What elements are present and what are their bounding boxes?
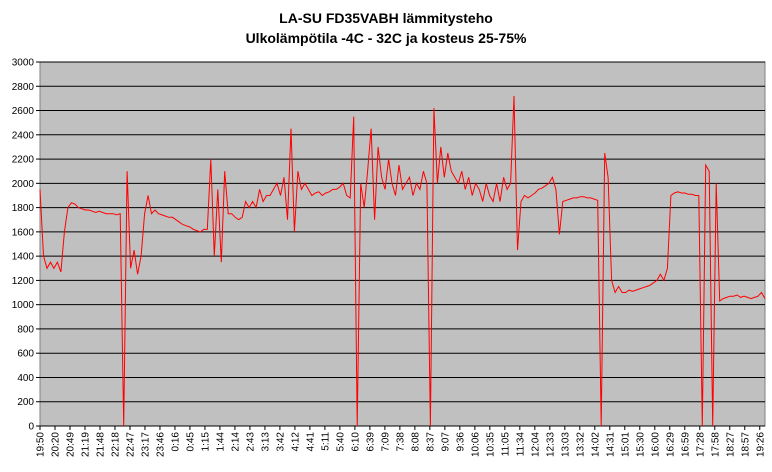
- x-tick-label: 16:59: [680, 432, 691, 457]
- x-tick-label: 12:33: [545, 432, 556, 457]
- x-tick-label: 2:43: [245, 432, 256, 452]
- x-tick-label: 1:44: [215, 432, 226, 452]
- y-tick-label: 2800: [12, 82, 35, 93]
- x-tick-label: 9:07: [440, 432, 451, 452]
- x-tick-label: 8:37: [425, 432, 436, 452]
- y-tick-label: 2200: [12, 155, 35, 166]
- x-tick-label: 6:39: [365, 432, 376, 452]
- chart-title: LA-SU FD35VABH lämmitysteho: [279, 10, 493, 26]
- x-tick-label: 16:29: [665, 432, 676, 457]
- x-tick-label: 13:32: [575, 432, 586, 457]
- y-tick-label: 2000: [12, 179, 35, 190]
- x-tick-label: 22:47: [125, 432, 136, 457]
- x-tick-label: 11:05: [500, 432, 511, 457]
- x-tick-label: 4:41: [305, 432, 316, 452]
- y-tick-label: 1000: [12, 300, 35, 311]
- gridlines: [40, 61, 765, 427]
- x-tick-label: 7:09: [380, 432, 391, 452]
- x-tick-label: 12:04: [530, 432, 541, 457]
- plot-area: [39, 61, 766, 427]
- x-tick-label: 10:35: [485, 432, 496, 457]
- x-tick-label: 21:48: [95, 432, 106, 457]
- y-tick-label: 1800: [12, 203, 35, 214]
- y-tick-label: 800: [17, 324, 34, 335]
- x-tick-label: 8:08: [410, 432, 421, 452]
- x-tick-label: 9:36: [455, 432, 466, 452]
- x-tick-label: 1:15: [200, 432, 211, 452]
- x-tick-label: 23:46: [155, 432, 166, 457]
- x-tick-label: 0:45: [185, 432, 196, 452]
- x-tick-label: 19:26: [755, 432, 766, 457]
- x-tick-label: 14:02: [590, 432, 601, 457]
- y-tick-label: 2600: [12, 106, 35, 117]
- x-tick-label: 10:06: [470, 432, 481, 457]
- x-tick-label: 18:57: [740, 432, 751, 457]
- x-tick-label: 7:38: [395, 432, 406, 452]
- x-tick-label: 4:12: [290, 432, 301, 452]
- x-tick-label: 5:11: [320, 432, 331, 451]
- y-axis: 0 200 400 600 800 1000 1200 1400 1600 1800 2000 220…: [12, 58, 40, 433]
- x-tick-label: 11:34: [515, 432, 526, 457]
- x-tick-label: 13:03: [560, 432, 571, 457]
- y-tick-label: 400: [17, 373, 34, 384]
- x-tick-label: 20:49: [65, 432, 76, 457]
- x-tick-label: 16:00: [650, 432, 661, 457]
- x-tick-label: 0:16: [170, 432, 181, 452]
- y-tick-label: 2400: [12, 130, 35, 141]
- x-tick-label: 3:42: [275, 432, 286, 452]
- x-tick-label: 3:13: [260, 432, 271, 452]
- series-group: [39, 95, 766, 427]
- y-tick-label: 200: [17, 397, 34, 408]
- y-tick-label: 600: [17, 349, 34, 360]
- x-tick-label: 21:19: [80, 432, 91, 457]
- y-tick-label: 0: [28, 422, 34, 433]
- x-tick-label: 18:27: [725, 432, 736, 457]
- x-tick-label: 6:10: [350, 432, 361, 452]
- series-line: [39, 95, 766, 427]
- x-tick-label: 17:28: [695, 432, 706, 457]
- x-tick-label: 17:58: [710, 432, 721, 457]
- y-tick-label: 1600: [12, 227, 35, 238]
- x-tick-label: 2:14: [230, 432, 241, 452]
- x-tick-label: 5:40: [335, 432, 346, 452]
- x-tick-label: 23:17: [140, 432, 151, 457]
- x-tick-label: 14:31: [605, 432, 616, 457]
- chart-subtitle: Ulkolämpötila -4C - 32C ja kosteus 25-75…: [245, 30, 527, 46]
- x-tick-label: 15:30: [635, 432, 646, 457]
- x-tick-label: 19:50: [36, 432, 47, 457]
- y-tick-label: 3000: [12, 58, 35, 69]
- y-tick-label: 1400: [12, 252, 35, 263]
- x-tick-label: 22:18: [110, 432, 121, 457]
- x-tick-label: 20:20: [50, 432, 61, 457]
- x-axis: 19:50 20:20 20:49 21:19 21:48 22:18 22:47 23:17…: [36, 426, 766, 457]
- x-tick-label: 15:01: [620, 432, 631, 457]
- y-tick-label: 1200: [12, 276, 35, 287]
